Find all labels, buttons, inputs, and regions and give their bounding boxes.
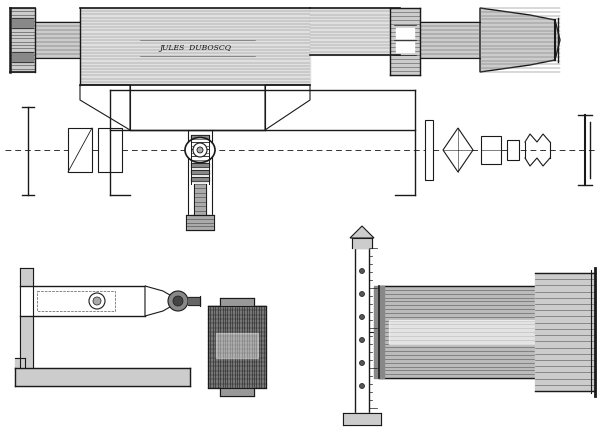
Bar	[425, 120, 433, 180]
Bar	[507, 140, 519, 160]
Circle shape	[359, 292, 365, 297]
Circle shape	[359, 360, 365, 365]
Circle shape	[359, 384, 365, 389]
Bar	[481, 136, 501, 164]
Circle shape	[193, 143, 207, 157]
Bar	[37, 291, 115, 311]
Circle shape	[359, 314, 365, 319]
Circle shape	[197, 147, 203, 153]
Circle shape	[89, 293, 105, 309]
Circle shape	[173, 296, 183, 306]
Bar	[68, 128, 92, 172]
Polygon shape	[443, 128, 473, 172]
Circle shape	[168, 291, 188, 311]
Polygon shape	[480, 8, 560, 72]
Bar	[98, 128, 122, 172]
Polygon shape	[145, 286, 180, 316]
Ellipse shape	[185, 138, 215, 162]
Circle shape	[359, 268, 365, 273]
Circle shape	[359, 338, 365, 343]
Polygon shape	[80, 85, 130, 130]
Circle shape	[93, 297, 101, 305]
Text: JULES  DUBOSCQ: JULES DUBOSCQ	[159, 44, 231, 52]
Polygon shape	[350, 226, 374, 238]
Polygon shape	[265, 85, 310, 130]
